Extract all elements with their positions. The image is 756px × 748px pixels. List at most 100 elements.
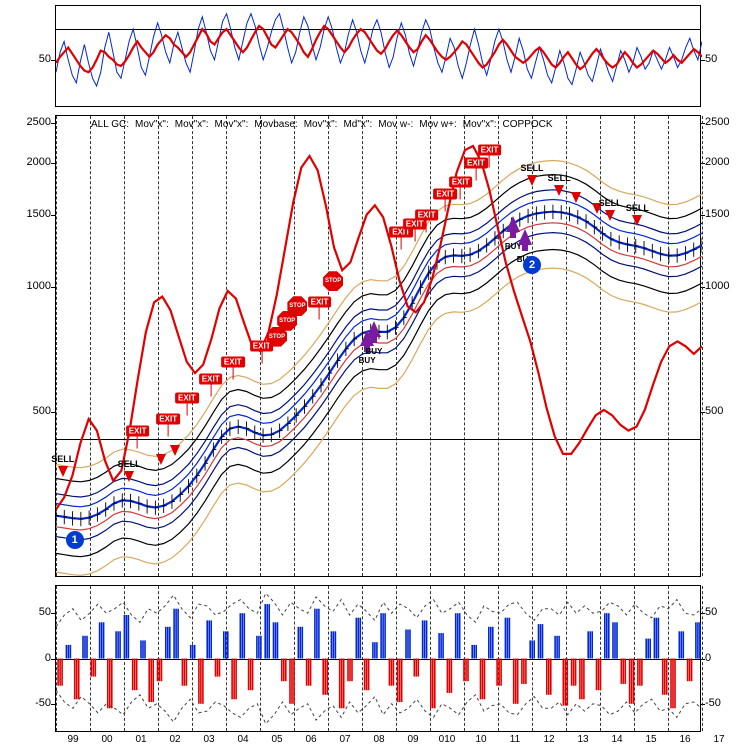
- hist-bar: [210, 620, 212, 658]
- hist-bar: [126, 615, 128, 659]
- hist-bar: [177, 609, 179, 659]
- buy-label: BUY: [365, 347, 382, 356]
- hist-bar: [285, 659, 287, 682]
- hist-bar: [654, 618, 656, 659]
- exit-tag-icon: EXIT: [156, 413, 180, 424]
- circle-marker-2: 2: [523, 256, 541, 274]
- hist-bar: [591, 631, 593, 658]
- hist-bar: [426, 620, 428, 658]
- hist-bar: [683, 631, 685, 658]
- hist-bar: [144, 640, 146, 658]
- x-tick-label: 15: [645, 734, 656, 745]
- circle-marker-1: 1: [66, 531, 84, 549]
- y-tick-right: 2000: [705, 156, 729, 168]
- x-tick-label: 13: [577, 734, 588, 745]
- y-tick-left: 2500: [27, 116, 51, 128]
- hist-bar: [91, 659, 93, 677]
- x-gridline: [702, 586, 703, 731]
- hist-bar: [645, 639, 647, 659]
- hist-bar: [157, 659, 159, 682]
- hist-bar: [380, 613, 382, 658]
- hist-bar: [111, 659, 113, 709]
- hist-bar: [633, 659, 635, 704]
- hist-bar: [517, 659, 519, 704]
- hist-bar: [556, 636, 558, 659]
- exit-tag-icon: EXIT: [126, 425, 150, 436]
- y-tick-right: -50: [705, 697, 721, 709]
- hist-bar: [264, 604, 266, 658]
- hist-bar: [596, 659, 598, 691]
- hist-bar: [206, 620, 208, 658]
- hist-bar: [167, 627, 169, 659]
- hist-bar: [540, 624, 542, 658]
- hist-bar: [368, 659, 370, 691]
- hist-bar: [61, 659, 63, 686]
- hist-bar: [208, 620, 210, 658]
- hist-bar: [538, 624, 540, 658]
- hist-bar: [347, 659, 349, 682]
- series-base: [56, 212, 702, 519]
- sell-arrow-icon: [58, 466, 68, 477]
- y-tick-left: 50: [39, 606, 51, 618]
- hist-bar: [152, 659, 154, 703]
- hist-bar: [440, 633, 442, 658]
- hist-bar: [614, 622, 616, 658]
- hist-bar: [625, 659, 627, 684]
- hist-bar: [275, 622, 277, 658]
- sell-label: SELL: [626, 203, 649, 213]
- hist-bar: [418, 659, 420, 677]
- sell-arrow-icon: [632, 215, 642, 226]
- hist-bar: [589, 631, 591, 658]
- hist-bar: [314, 609, 316, 659]
- exit-tag-icon: EXIT: [403, 219, 427, 230]
- hist-bar: [409, 630, 411, 659]
- x-tick-label: 11: [510, 734, 520, 745]
- y-tick-left: 500: [33, 405, 51, 417]
- hist-bar: [465, 659, 467, 682]
- y-tick-right: 50: [705, 606, 717, 618]
- sell-label: SELL: [51, 454, 74, 464]
- hist-bar: [223, 631, 225, 658]
- hist-bar: [281, 659, 283, 682]
- hist-bar: [374, 642, 376, 658]
- hist-bar: [393, 659, 395, 686]
- hist-bar: [565, 659, 567, 706]
- hist-bar: [148, 659, 150, 703]
- hist-bar: [608, 613, 610, 658]
- x-tick-label: 10: [475, 734, 486, 745]
- hist-bar: [509, 618, 511, 659]
- hist-bar: [70, 645, 72, 659]
- hist-bar: [558, 636, 560, 659]
- hist-bar: [107, 659, 109, 709]
- exit-tag-icon: EXIT: [175, 392, 199, 403]
- x-tick-label: 12: [543, 734, 554, 745]
- hist-bar: [432, 659, 434, 709]
- hist-bar: [647, 639, 649, 659]
- hist-bar: [184, 659, 186, 686]
- y-tick-left: 1500: [27, 208, 51, 220]
- hist-bar: [550, 659, 552, 695]
- hist-bar: [621, 659, 623, 684]
- y-tick-right: 1000: [705, 280, 729, 292]
- x-tick-label: 02: [169, 734, 180, 745]
- hist-bar: [573, 659, 575, 686]
- hist-bar: [697, 622, 699, 658]
- hist-bar: [641, 659, 643, 686]
- hist-bar: [471, 645, 473, 659]
- hist-bar: [488, 627, 490, 659]
- hist-bar: [252, 659, 254, 691]
- hist-bar: [639, 659, 641, 686]
- hist-bar: [656, 618, 658, 659]
- hist-bar: [93, 659, 95, 677]
- hist-bar: [399, 659, 401, 703]
- top-chart: [56, 6, 702, 106]
- hist-bar: [666, 659, 668, 695]
- hist-bar: [521, 659, 523, 684]
- hist-bar: [169, 627, 171, 659]
- hist-bar: [587, 631, 589, 658]
- main-chart: [56, 116, 702, 576]
- exit-tag-icon: EXIT: [221, 356, 245, 367]
- hist-bar: [604, 613, 606, 658]
- price-main-panel: 50050010001000150015002000200025002500AL…: [55, 115, 701, 577]
- hist-bar: [480, 659, 482, 700]
